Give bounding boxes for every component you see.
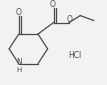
Text: HCl: HCl bbox=[68, 51, 82, 60]
Text: O: O bbox=[67, 15, 72, 24]
Text: O: O bbox=[16, 8, 22, 17]
Text: H: H bbox=[16, 67, 21, 73]
Text: O: O bbox=[50, 0, 55, 9]
Text: N: N bbox=[16, 58, 22, 67]
